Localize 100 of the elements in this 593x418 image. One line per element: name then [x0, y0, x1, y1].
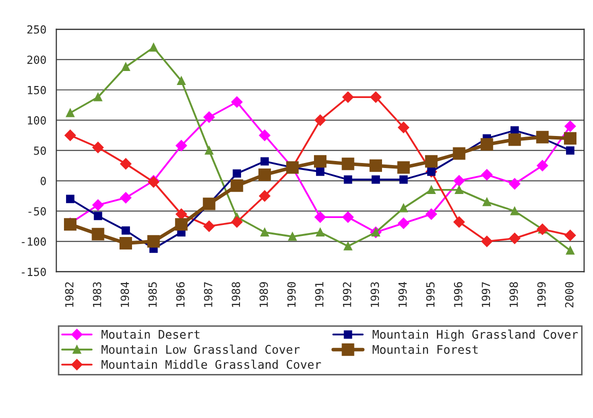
- point: [370, 92, 382, 103]
- point: [566, 146, 574, 155]
- x-tick-label: 1999: [537, 282, 546, 307]
- point: [564, 132, 576, 145]
- point: [316, 168, 324, 176]
- point: [204, 220, 215, 232]
- point: [399, 175, 408, 184]
- point: [288, 232, 297, 241]
- point: [176, 140, 187, 152]
- point: [66, 108, 74, 118]
- legend-label: Mountain Forest: [372, 344, 478, 354]
- point: [426, 208, 437, 220]
- point: [454, 175, 465, 186]
- point: [399, 204, 408, 212]
- point: [259, 190, 270, 202]
- point: [230, 179, 244, 192]
- point: [120, 192, 132, 204]
- legend-label: Mountain Middle Grassland Cover: [102, 360, 321, 369]
- point: [66, 194, 74, 204]
- point: [176, 208, 187, 220]
- x-tick-label: 1994: [398, 282, 407, 307]
- point: [177, 76, 186, 85]
- point: [481, 236, 492, 247]
- point: [175, 218, 188, 231]
- point: [94, 92, 102, 102]
- point: [508, 133, 521, 146]
- y-tick-label: 0: [40, 176, 46, 186]
- point: [509, 178, 520, 190]
- y-tick-label: -150: [22, 268, 46, 276]
- point: [344, 242, 352, 250]
- point: [397, 161, 410, 174]
- point: [454, 186, 464, 194]
- legend-label: Moutain Desert: [102, 330, 200, 339]
- x-tick-label: 1985: [148, 282, 157, 307]
- point: [120, 236, 132, 250]
- point: [92, 142, 104, 154]
- point: [452, 147, 466, 160]
- point: [536, 130, 549, 144]
- point: [94, 212, 102, 220]
- point: [232, 169, 242, 178]
- y-tick-label: 150: [28, 86, 46, 94]
- point: [204, 112, 215, 123]
- point: [260, 157, 269, 166]
- y-tick-label: 200: [27, 56, 46, 64]
- x-tick-label: 1996: [454, 282, 462, 307]
- point: [316, 228, 324, 236]
- x-tick-label: 1990: [287, 282, 296, 307]
- point: [122, 62, 130, 72]
- x-tick-label: 1992: [342, 282, 352, 307]
- point: [342, 158, 354, 170]
- point: [342, 92, 354, 103]
- point: [510, 206, 519, 216]
- y-tick-label: -50: [28, 207, 46, 216]
- point: [122, 226, 130, 235]
- x-tick-label: 1987: [204, 282, 212, 307]
- point: [92, 199, 104, 211]
- point: [564, 120, 576, 132]
- point: [398, 218, 410, 229]
- point: [149, 43, 158, 52]
- point: [314, 212, 326, 223]
- point: [204, 146, 214, 155]
- point: [536, 160, 548, 172]
- point: [202, 198, 216, 210]
- point: [480, 138, 494, 151]
- point: [120, 158, 132, 170]
- x-tick-label: 1997: [482, 282, 490, 307]
- x-tick-label: 1995: [426, 282, 435, 307]
- x-tick-label: 1988: [232, 282, 240, 307]
- point: [566, 246, 574, 255]
- x-tick-label: 1986: [176, 282, 185, 307]
- x-tick-label: 1982: [65, 282, 74, 307]
- y-tick-label: 100: [28, 116, 46, 125]
- point: [509, 232, 520, 244]
- point: [564, 230, 576, 241]
- legend-label: Mountain Low Grassland Cover: [102, 344, 300, 354]
- x-tick-label: 2000: [565, 282, 574, 308]
- point: [258, 168, 271, 181]
- point: [425, 155, 438, 168]
- point: [372, 175, 380, 184]
- point: [231, 216, 242, 228]
- y-tick-label: 50: [34, 146, 46, 155]
- point: [454, 216, 465, 228]
- x-tick-label: 1993: [370, 282, 380, 307]
- point: [260, 228, 269, 236]
- x-tick-label: 1984: [120, 282, 130, 307]
- point: [427, 186, 436, 194]
- point: [259, 130, 270, 141]
- point: [92, 228, 104, 240]
- y-tick-label: -100: [22, 237, 46, 246]
- point: [231, 96, 242, 108]
- y-tick-label: 250: [27, 25, 46, 34]
- point: [370, 159, 382, 172]
- point: [342, 212, 354, 223]
- point: [481, 169, 492, 180]
- x-tick-label: 1998: [510, 282, 518, 307]
- point: [482, 198, 492, 206]
- point: [147, 235, 160, 248]
- x-tick-label: 1989: [260, 282, 268, 307]
- legend-label: Mountain High Grassland Cover: [372, 330, 578, 342]
- point: [314, 155, 326, 168]
